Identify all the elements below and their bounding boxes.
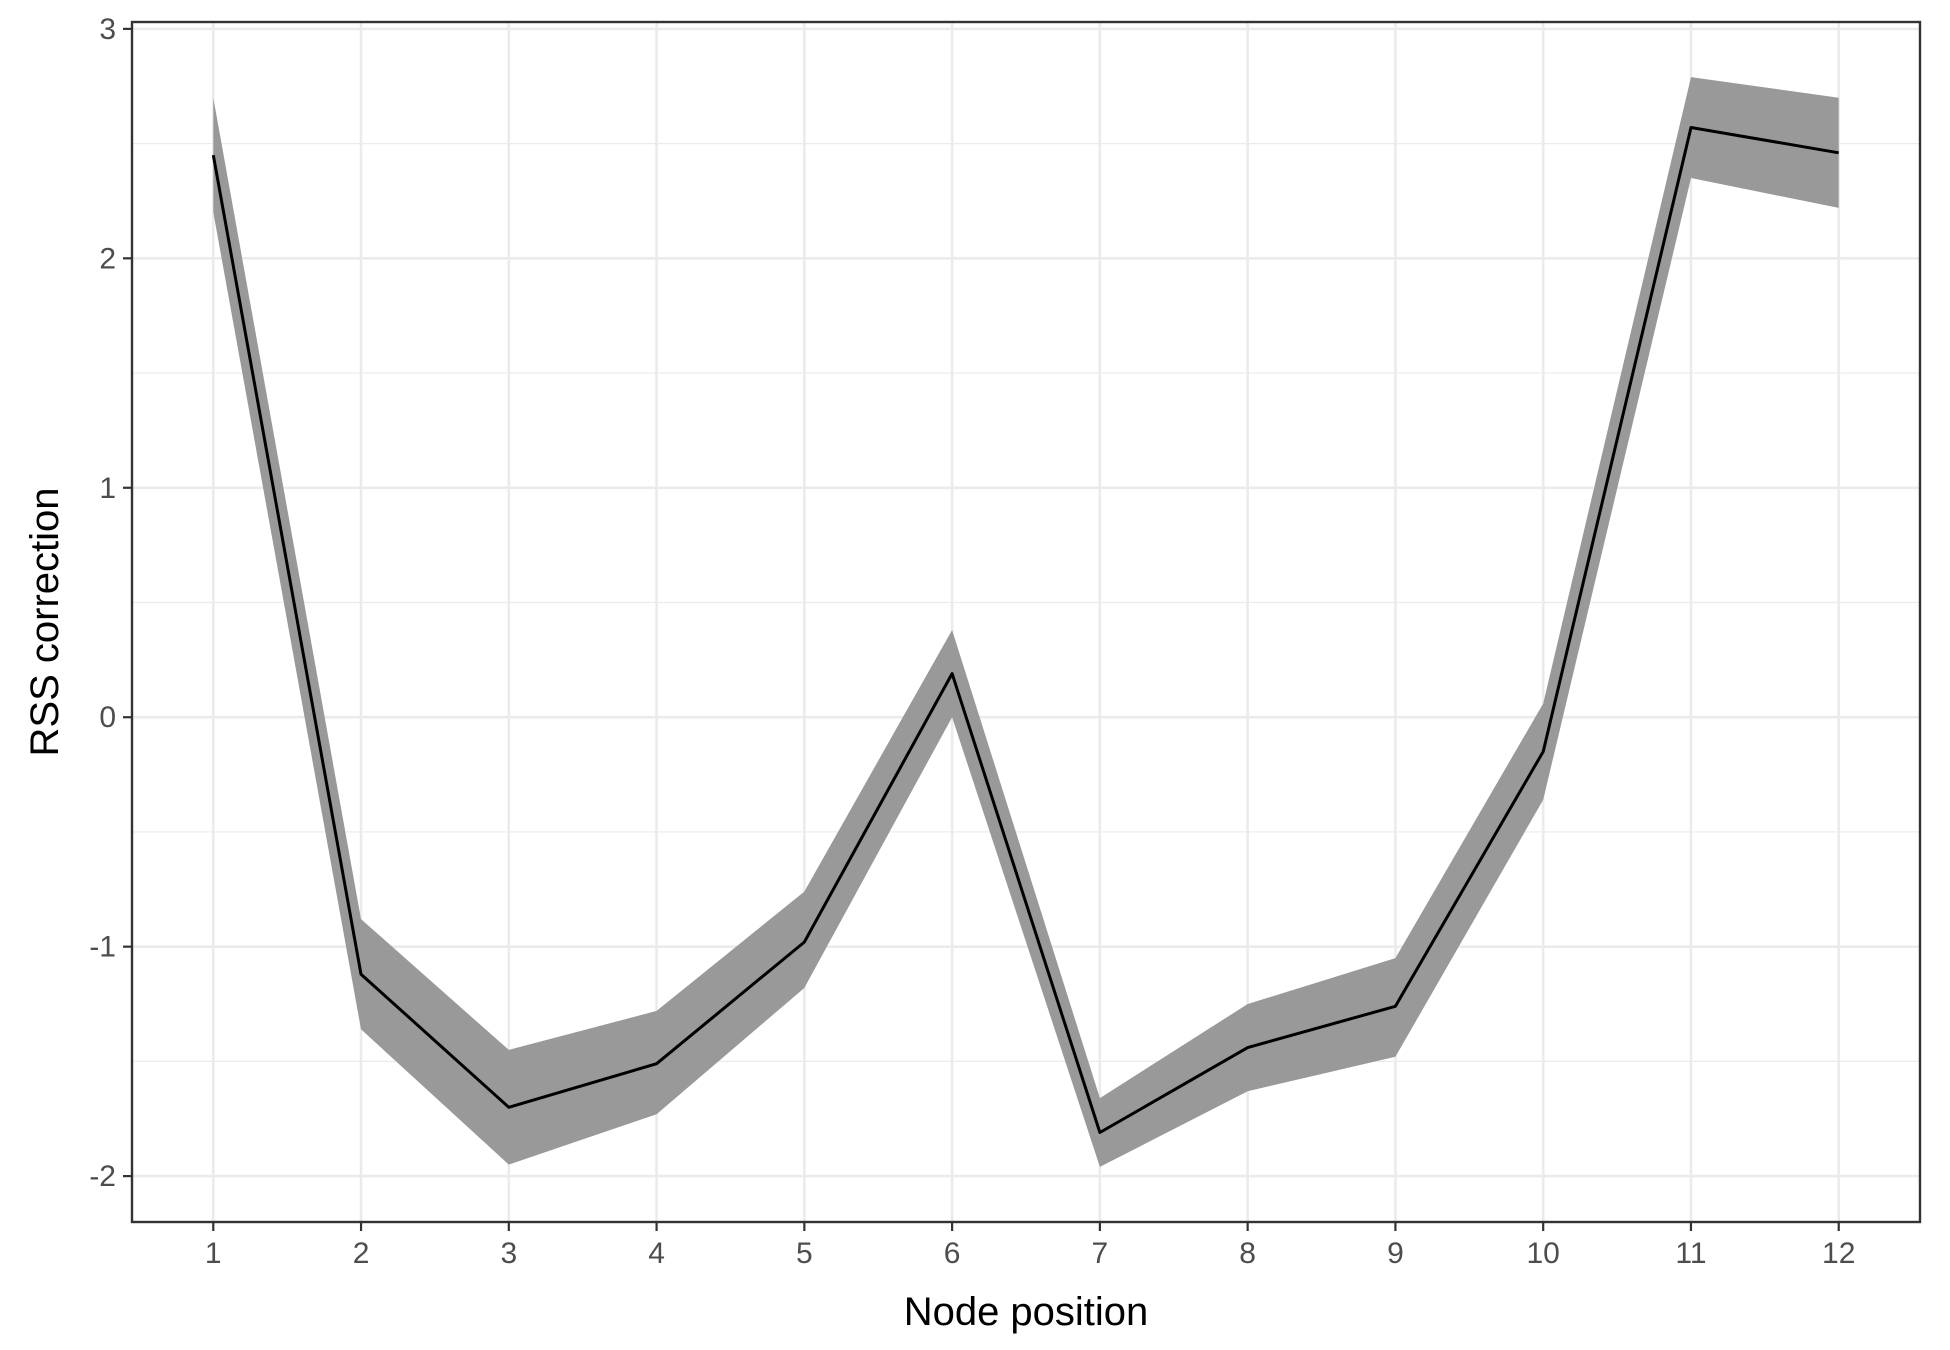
series-line <box>211 126 1839 1134</box>
y-axis: -2 -1 0 1 2 3 <box>89 13 132 1193</box>
x-tick-label: 9 <box>1387 1237 1404 1270</box>
major-gridlines <box>132 22 1920 1222</box>
x-axis: 1 2 3 4 5 6 7 8 9 10 11 12 <box>205 1222 1855 1270</box>
y-tick-label: -1 <box>89 931 116 964</box>
x-tick-label: 12 <box>1822 1237 1855 1270</box>
y-tick-label: 1 <box>99 472 116 505</box>
x-axis-title: Node position <box>904 1290 1149 1334</box>
x-tick-label: 1 <box>205 1237 222 1270</box>
x-tick-label: 4 <box>648 1237 665 1270</box>
x-tick-label: 3 <box>500 1237 517 1270</box>
x-tick-label: 11 <box>1675 1237 1706 1270</box>
y-tick-label: 0 <box>99 701 116 734</box>
y-tick-label: -2 <box>89 1160 116 1193</box>
x-tick-label: 6 <box>944 1237 961 1270</box>
y-tick-label: 2 <box>99 242 116 275</box>
y-axis-title: RSS correction <box>23 488 67 757</box>
x-tick-label: 10 <box>1527 1237 1560 1270</box>
x-tick-label: 2 <box>353 1237 370 1270</box>
y-tick-label: 3 <box>99 13 116 46</box>
x-tick-label: 8 <box>1239 1237 1256 1270</box>
x-tick-label: 7 <box>1092 1237 1109 1270</box>
panel-border <box>130 20 1922 1224</box>
x-tick-label: 5 <box>796 1237 813 1270</box>
